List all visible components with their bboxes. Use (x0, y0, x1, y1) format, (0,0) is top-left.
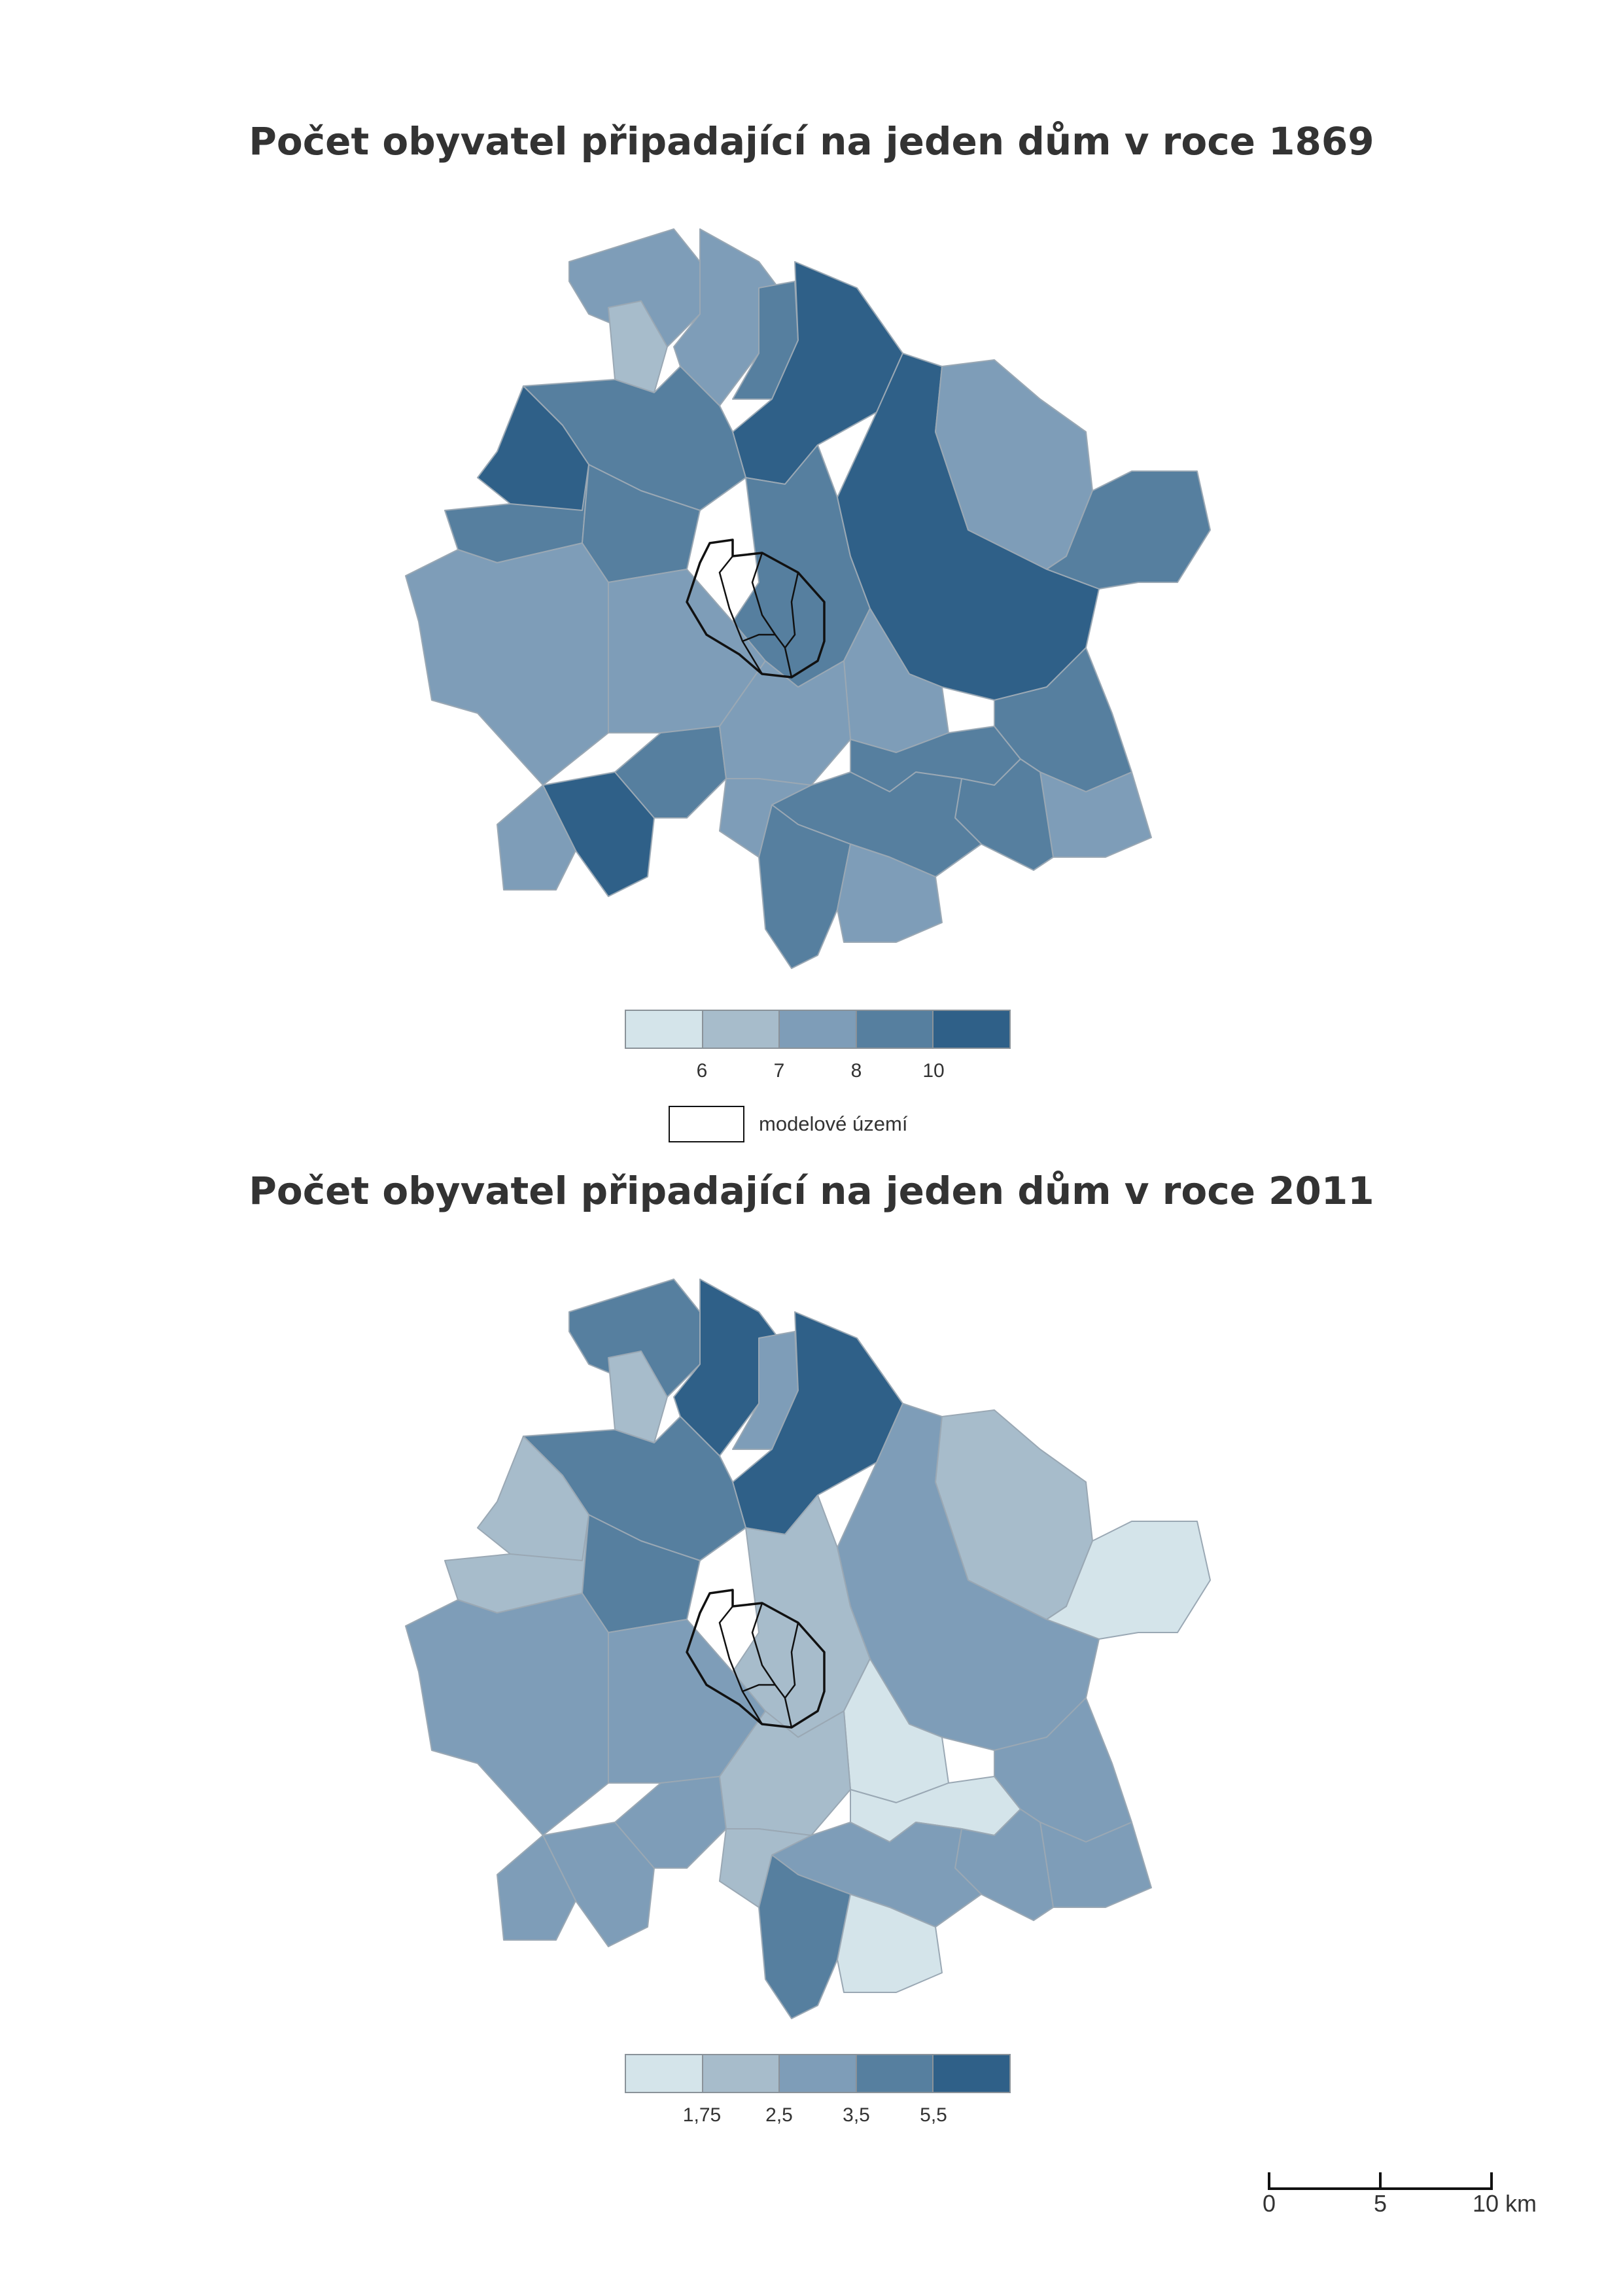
legend-tick-label: 10 (922, 1060, 945, 1082)
legend-class-5 (934, 2055, 1009, 2092)
choropleth-map-2011 (405, 1279, 1211, 2019)
legend-bar-2011 (625, 2054, 1011, 2093)
scale-bar (1268, 2172, 1493, 2190)
district (837, 1894, 943, 1993)
legend-class-3 (780, 2055, 857, 2092)
district (608, 300, 668, 393)
district (837, 843, 943, 943)
scale-label-10km: 10 km (1472, 2190, 1537, 2217)
legend-class-4 (856, 2055, 934, 2092)
legend-tick-label: 3,5 (843, 2104, 870, 2126)
legend-tick-label: 2,5 (765, 2104, 793, 2126)
map-title-2011: Počet obyvatel připadající na jeden dům … (249, 1169, 1374, 1213)
model-area-legend-swatch (669, 1106, 744, 1142)
legend-class-1 (626, 1011, 703, 1048)
model-area-outline-2011 (686, 1589, 826, 1729)
district (568, 1279, 701, 1398)
model-area-legend-label: modelové území (759, 1112, 908, 1135)
scale-label-0: 0 (1262, 2190, 1276, 2217)
district (758, 804, 851, 969)
legend-class-2 (703, 1011, 780, 1048)
district (608, 1351, 668, 1443)
district (1046, 470, 1211, 590)
legend-tick-label: 5,5 (920, 2104, 947, 2126)
districts-1869 (405, 228, 1211, 969)
district (719, 1828, 812, 1908)
district (568, 228, 701, 347)
district (405, 1593, 609, 1836)
district (758, 1854, 851, 2019)
districts-2011 (405, 1279, 1211, 2019)
district (497, 785, 576, 891)
district (477, 1436, 589, 1561)
district (719, 778, 812, 858)
scale-label-5: 5 (1373, 2190, 1387, 2217)
legend-class-2 (703, 2055, 780, 2092)
district (405, 542, 609, 786)
map-title-1869: Počet obyvatel připadající na jeden dům … (249, 119, 1374, 164)
legend-tick-label: 7 (773, 1060, 785, 1082)
legend-bar-1869 (625, 1010, 1011, 1049)
legend-tick-label: 6 (696, 1060, 708, 1082)
legend-tick-label: 8 (850, 1060, 862, 1082)
model-area-outline-1869 (686, 539, 826, 679)
legend-class-1 (626, 2055, 703, 2092)
legend-class-3 (780, 1011, 857, 1048)
legend-tick-label: 1,75 (682, 2104, 722, 2126)
district (497, 1835, 576, 1941)
district (477, 385, 589, 511)
legend-class-5 (934, 1011, 1009, 1048)
choropleth-map-1869 (405, 228, 1211, 969)
legend-class-4 (856, 1011, 934, 1048)
district (1046, 1521, 1211, 1640)
